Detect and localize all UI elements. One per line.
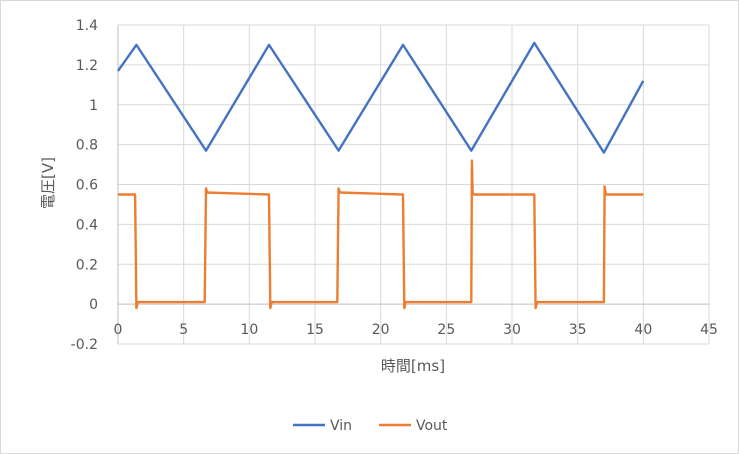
series (117, 41, 645, 310)
x-axis-title: 時間[ms] (381, 357, 445, 375)
y-tick-label: 1.4 (76, 18, 98, 34)
y-tick-label: 0.6 (76, 178, 98, 194)
x-tick-label: 20 (372, 322, 390, 338)
grid (118, 24, 710, 345)
y-tick-label: -0.2 (71, 337, 98, 353)
y-tick-label: 0.2 (76, 257, 98, 273)
y-tick-label: 1 (89, 98, 98, 114)
x-tick-label: 35 (569, 322, 587, 338)
legend-label-vout: Vout (416, 418, 448, 434)
series-line-vin (117, 41, 645, 154)
x-tick-label: 0 (114, 322, 123, 338)
series-line-vout (118, 159, 644, 310)
legend: Vin Vout (293, 418, 448, 434)
x-tick-label: 45 (700, 322, 718, 338)
x-tick-label: 5 (179, 322, 188, 338)
tick-labels: -0.2 0 0.2 0.4 0.6 0.8 1 1.2 1.4 0 5 10 15 20 25 30 35 40… (71, 18, 718, 353)
y-tick-label: 0.8 (76, 138, 98, 154)
x-tick-label: 25 (437, 322, 455, 338)
legend-label-vin: Vin (330, 418, 352, 434)
axes (117, 25, 709, 344)
y-tick-label: 1.2 (76, 58, 98, 74)
x-tick-label: 30 (503, 322, 521, 338)
y-tick-label: 0 (89, 297, 98, 313)
y-tick-label: 0.4 (76, 217, 98, 233)
y-axis-title: 電圧[V] (39, 157, 57, 209)
x-tick-label: 15 (306, 322, 324, 338)
x-tick-label: 10 (240, 322, 258, 338)
x-tick-label: 40 (634, 322, 652, 338)
